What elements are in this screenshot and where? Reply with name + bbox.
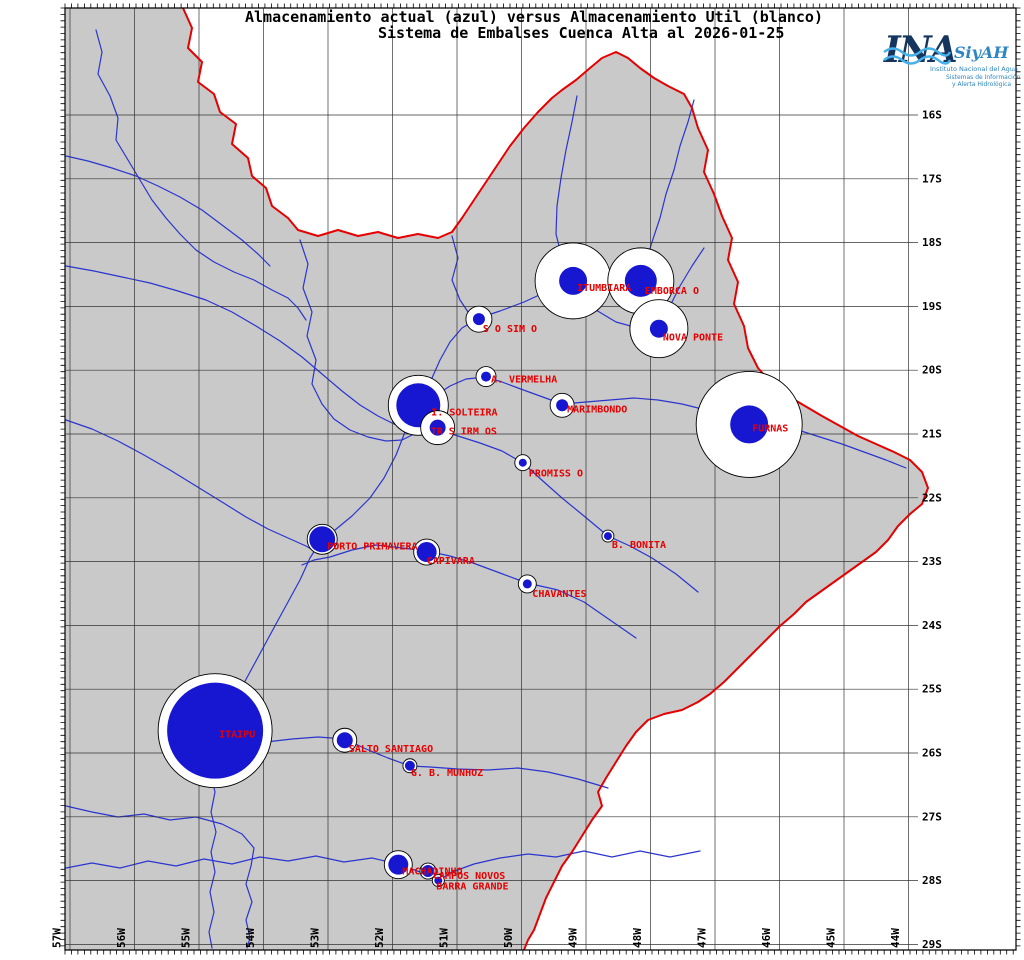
lon-label-46W: 46W (760, 928, 773, 948)
reservoir-actual-porto-primavera (309, 526, 336, 553)
map-subtitle: Sistema de Embalses Cuenca Alta al 2026-… (378, 24, 785, 42)
river-nw-2 (65, 155, 271, 267)
basin-land (65, 8, 928, 950)
reservoir-label-chavantes: CHAVANTES (532, 589, 586, 600)
reservoir-actual-itaipu (167, 682, 264, 779)
reservoir-actual-nova-ponte (649, 319, 668, 338)
logo-tagline-2: Sistemas de Información (946, 74, 1020, 81)
logo-wave-icon (883, 47, 952, 57)
lon-label-45W: 45W (825, 928, 838, 948)
reservoir-label-capivara: CAPIVARA (427, 556, 475, 567)
logo-wave2-icon (883, 55, 952, 65)
lat-label-24S: 24S (922, 619, 942, 632)
logo-siyah-text: SiyAH (954, 43, 1009, 62)
reservoir-actual-capivara (416, 542, 437, 563)
frame-ticks-top-bottom (64, 3, 1014, 955)
reservoir-label-itaipu: ITAIPU (219, 730, 255, 741)
lat-label-21S: 21S (922, 428, 942, 441)
lat-label-19S: 19S (922, 300, 942, 313)
ina-siyah-logo: INA SiyAH Instituto Nacional del Agua Si… (883, 29, 1020, 88)
lat-label-28S: 28S (922, 874, 942, 887)
lon-label-55W: 55W (180, 928, 193, 948)
reservoir-actual-tr-s-irm-os (429, 419, 446, 436)
reservoir-actual-machadinho (388, 854, 409, 875)
lon-label-57W: 57W (51, 928, 64, 948)
reservoir-label-emborca-o: EMBORCA O (645, 286, 699, 297)
map-frame (64, 7, 1017, 951)
reservoir-label-tr-s-irm-os: TR S IRM OS (431, 427, 497, 438)
reservoir-label-machadinho: MACHADINHO (402, 867, 462, 878)
reservoir-actual-barra-grande (434, 876, 443, 885)
lon-label-53W: 53W (309, 928, 322, 948)
reservoir-actual-promiss-o (518, 458, 527, 467)
river-mid (299, 239, 415, 442)
reservoir-actual-itumbiara (559, 266, 588, 295)
lat-label-27S: 27S (922, 810, 942, 823)
reservoir-label-g-b-munhoz: G. B. MUNHOZ (411, 768, 483, 779)
lon-label-51W: 51W (438, 928, 451, 948)
reservoir-label-s-o-sim-o: S O SIM O (483, 324, 537, 335)
logo-tagline-1: Instituto Nacional del Agua (930, 65, 1018, 73)
river-nw-3 (65, 265, 409, 429)
reservoir-actual-b-bonita (603, 532, 612, 541)
lon-label-54W: 54W (244, 928, 257, 948)
lat-label-18S: 18S (922, 236, 942, 249)
lat-label-29S: 29S (922, 938, 942, 951)
lon-label-50W: 50W (502, 928, 515, 948)
frame-ticks-left-right (60, 7, 1021, 947)
lon-label-47W: 47W (696, 928, 709, 948)
lat-label-16S: 16S (922, 109, 942, 122)
lat-label-22S: 22S (922, 491, 942, 504)
reservoir-label-nova-ponte: NOVA PONTE (663, 333, 723, 344)
lat-label-25S: 25S (922, 683, 942, 696)
river-nw-1 (95, 29, 307, 321)
river-iguacu (227, 736, 609, 789)
reservoir-actual-emborca-o (624, 264, 657, 297)
reservoir-actual-salto-santiago (336, 732, 353, 749)
lon-label-56W: 56W (115, 928, 128, 948)
lat-label-23S: 23S (922, 555, 942, 568)
reservoir-label-a-vermelha: A. VERMELHA (491, 375, 557, 386)
reservoir-label-itumbiara: ITUMBIARA (577, 283, 631, 294)
reservoir-label-i-solteira: I. SOLTEIRA (431, 407, 497, 418)
reservoir-actual-chavantes (522, 579, 532, 589)
reservoir-label-salto-santiago: SALTO SANTIAGO (349, 744, 433, 755)
reservoir-actual-g-b-munhoz (404, 760, 415, 771)
logo-tagline-3: y Alerta Hidrológica (952, 81, 1011, 88)
reservoir-label-marimbondo: MARIMBONDO (567, 404, 627, 415)
lon-label-52W: 52W (373, 928, 386, 948)
reservoir-label-barra-grande: BARRA GRANDE (436, 882, 508, 893)
basin-boundary (182, 7, 929, 951)
lon-label-48W: 48W (631, 928, 644, 948)
lat-label-26S: 26S (922, 747, 942, 760)
reservoir-actual-a-vermelha (481, 371, 492, 382)
lon-label-49W: 49W (567, 928, 580, 948)
lon-label-44W: 44W (889, 928, 902, 948)
reservoir-label-promiss-o: PROMISS O (529, 469, 583, 480)
river-sw-1 (65, 805, 255, 949)
reservoir-actual-marimbondo (556, 399, 569, 412)
lat-label-20S: 20S (922, 364, 942, 377)
reservoir-actual-s-o-sim-o (472, 313, 485, 326)
lat-label-17S: 17S (922, 172, 942, 185)
reservoir-label-b-bonita: B. BONITA (612, 540, 666, 551)
reservoir-actual-furnas (730, 405, 769, 444)
reservoir-label-campos-novos: CAMPOS NOVOS (433, 871, 505, 882)
river-tiete (427, 423, 699, 593)
reservoir-label-porto-primavera: PORTO PRIMAVERA (327, 541, 417, 552)
reservoir-actual-campos-novos (421, 865, 434, 878)
reservoir-label-furnas: FURNAS (752, 423, 788, 434)
river-paranapanema (301, 544, 637, 639)
map-title: Almacenamiento actual (azul) versus Alma… (245, 8, 823, 26)
river-nw-4 (65, 419, 317, 553)
